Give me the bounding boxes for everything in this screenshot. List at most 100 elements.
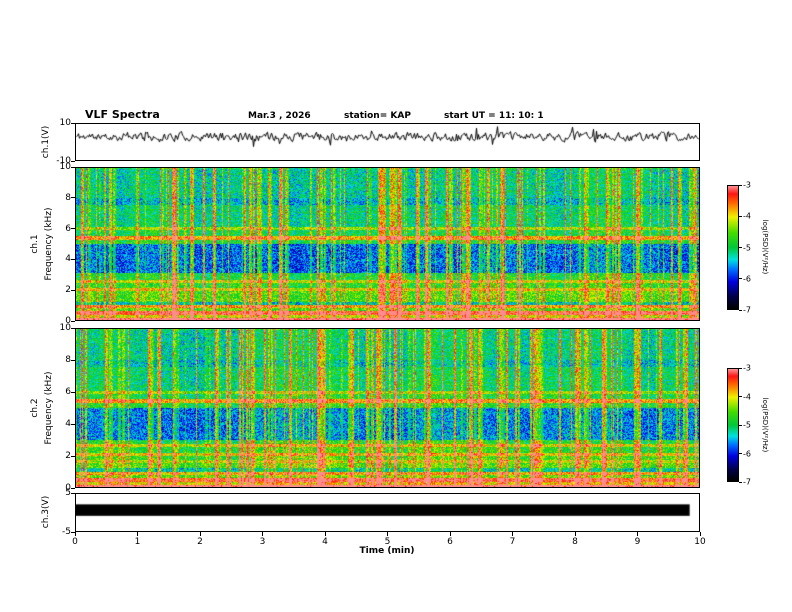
ch1-spec-channel-label: ch.1 (30, 234, 40, 254)
y-tick-label: 0 (65, 483, 71, 493)
ch2-spectrogram-canvas (76, 329, 699, 487)
y-tick-mark (71, 320, 75, 322)
ch1-spec-ylabel: Frequency (kHz) (44, 207, 54, 281)
ch2-spectrogram-panel (75, 328, 700, 488)
colorbar-tick-label: -3 (743, 180, 751, 190)
y-tick-label: 10 (59, 162, 71, 172)
y-tick-mark (71, 531, 75, 533)
start-ut-label: start UT = 11: 10: 1 (444, 111, 544, 121)
y-tick-mark (71, 327, 75, 329)
ch1-spectrogram-canvas (76, 168, 699, 320)
colorbar-tick-mark (739, 453, 742, 454)
colorbar-tick-mark (739, 481, 742, 483)
y-tick-mark (71, 122, 75, 124)
y-tick-label: 8 (65, 355, 71, 365)
colorbar-tick-label: -5 (743, 243, 751, 252)
x-tick-mark (699, 532, 701, 536)
y-tick-label: -10 (56, 156, 71, 166)
ch3-waveform-panel (75, 493, 700, 532)
x-tick-label: 3 (259, 537, 266, 547)
y-tick-label: -5 (62, 527, 71, 537)
y-tick-mark (71, 391, 75, 393)
x-tick-label: 0 (72, 537, 78, 547)
x-tick-label: 9 (634, 537, 641, 547)
colorbar-tick-label: -4 (743, 392, 751, 401)
colorbar-tick-mark (739, 184, 742, 186)
y-tick-mark (71, 455, 75, 457)
x-tick-mark (387, 532, 388, 536)
x-tick-mark (137, 532, 138, 536)
ch2-spec-ylabel: Frequency (kHz) (44, 371, 54, 445)
figure-title: VLF Spectra (85, 108, 160, 121)
x-tick-mark (574, 532, 576, 536)
x-tick-mark (74, 532, 76, 536)
date-label: Mar.3 , 2026 (248, 111, 311, 121)
x-tick-label: 4 (322, 537, 328, 547)
colorbar-tick-mark (739, 215, 742, 217)
colorbar-ch2-canvas (728, 369, 738, 481)
y-tick-label: 0 (65, 316, 71, 326)
y-tick-label: 10 (59, 323, 71, 333)
y-tick-label: 2 (65, 285, 71, 296)
ch3-waveform-canvas (76, 494, 699, 531)
y-tick-mark (71, 258, 75, 260)
y-tick-mark (71, 487, 75, 489)
x-tick-mark (324, 532, 326, 536)
colorbar-tick-mark (739, 396, 742, 397)
x-tick-mark (512, 532, 513, 536)
x-tick-label: 10 (694, 537, 706, 547)
ch1-waveform-panel (75, 123, 700, 161)
y-tick-mark (71, 166, 75, 168)
y-tick-label: 2 (65, 451, 71, 461)
colorbar-tick-mark (739, 424, 742, 426)
colorbar-ch2 (727, 368, 739, 482)
y-tick-label: 8 (65, 192, 71, 203)
x-axis-title: Time (min) (359, 546, 415, 556)
y-tick-label: 5 (65, 488, 71, 498)
x-tick-label: 7 (509, 537, 516, 547)
colorbar-ch1 (727, 185, 739, 310)
colorbar-tick-label: -6 (743, 274, 751, 284)
colorbar-tick-label: -6 (743, 449, 751, 458)
ch2-spec-channel-label: ch.2 (30, 398, 40, 418)
station-label: station= KAP (344, 111, 411, 121)
colorbar-ch1-canvas (728, 186, 738, 309)
colorbar-tick-label: -7 (743, 305, 751, 315)
y-tick-mark (71, 492, 75, 494)
x-tick-label: 1 (134, 537, 141, 547)
ch3-waveform-ylabel: ch.3(V) (41, 495, 51, 529)
x-tick-mark (262, 532, 263, 536)
y-tick-label: 4 (65, 254, 71, 265)
x-tick-label: 8 (572, 537, 578, 547)
x-tick-label: 5 (384, 537, 391, 547)
colorbar-tick-mark (739, 247, 742, 248)
y-tick-mark (71, 289, 75, 291)
colorbar-tick-label: -4 (743, 211, 751, 221)
colorbar-tick-mark (739, 309, 742, 311)
x-tick-mark (637, 532, 638, 536)
colorbar-tick-mark (739, 278, 742, 280)
ch1-waveform-canvas (76, 124, 699, 160)
colorbar-tick-label: -3 (743, 363, 751, 373)
y-tick-mark (71, 160, 75, 162)
x-tick-label: 6 (447, 537, 453, 547)
y-tick-label: 10 (59, 118, 71, 128)
y-tick-mark (71, 359, 75, 361)
colorbar-tick-label: -7 (743, 477, 751, 487)
y-tick-label: 4 (65, 419, 71, 429)
y-tick-mark (71, 228, 75, 230)
y-tick-label: 6 (65, 387, 71, 397)
y-tick-mark (71, 423, 75, 425)
colorbar-tick-mark (739, 367, 742, 369)
ch1-waveform-ylabel: ch.1(V) (41, 125, 51, 159)
colorbar-ch2-unit-label: log(PSD)(V²/Hz) (761, 397, 769, 453)
y-tick-mark (71, 197, 75, 199)
colorbar-ch1-unit-label: log(PSD)(V²/Hz) (761, 219, 769, 275)
ch1-spectrogram-panel (75, 167, 700, 321)
x-tick-label: 2 (197, 537, 203, 547)
y-tick-label: 6 (65, 223, 71, 234)
colorbar-tick-label: -5 (743, 420, 751, 430)
x-tick-mark (449, 532, 451, 536)
x-tick-mark (199, 532, 201, 536)
